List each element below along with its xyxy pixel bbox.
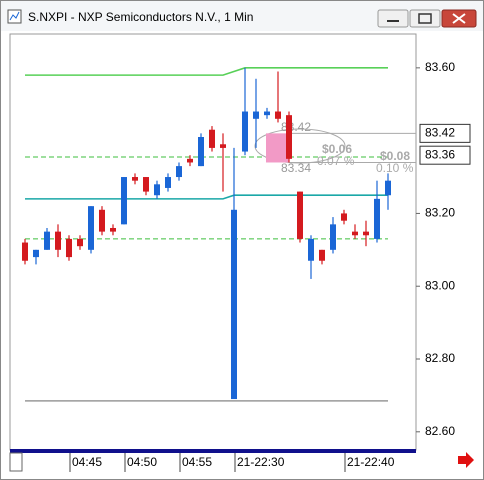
candle-body	[187, 158, 193, 163]
candle-body	[77, 238, 83, 247]
price-marker-label: 83.36	[425, 147, 455, 161]
close-glyph	[452, 13, 466, 24]
measure-label: 0.10 %	[376, 161, 414, 175]
candle-body	[352, 231, 358, 236]
measure-label: 0.07 %	[317, 154, 355, 168]
scroll-right-arrow[interactable]	[458, 452, 474, 468]
candle-body	[198, 136, 204, 167]
window-title: S.NXPI - NXP Semiconductors N.V., 1 Min	[28, 10, 253, 24]
window-icon-glyph	[9, 11, 20, 21]
candle-body	[220, 144, 226, 148]
candle-body	[231, 209, 237, 400]
plot-layer: 82.60 82.80 83.00 83.20 83.60 04:45 04:50 04:55…	[22, 60, 471, 472]
candle-body	[88, 206, 94, 250]
measure-label: $0.06	[322, 142, 352, 156]
candle-body	[99, 209, 105, 232]
candle-body	[341, 213, 347, 221]
candle-body	[209, 129, 215, 148]
candle-body	[275, 111, 281, 119]
x-tick-label: 21-22:40	[347, 455, 395, 469]
price-marker-box	[419, 123, 471, 143]
x-tick-label: 21-22:30	[237, 455, 285, 469]
candle-body	[308, 238, 314, 261]
candle-body	[66, 238, 72, 258]
overlay-line	[25, 67, 388, 76]
candle-body	[253, 111, 259, 119]
candle-body	[297, 191, 303, 239]
candle-body	[143, 177, 149, 192]
y-tick-label: 82.60	[425, 424, 455, 438]
price-marker-box	[419, 145, 471, 165]
y-tick-label: 83.20	[425, 206, 455, 220]
candle-body	[154, 184, 160, 196]
measure-label: $0.08	[380, 149, 410, 163]
x-tick-label: 04:55	[182, 455, 212, 469]
scroll-thumb[interactable]	[9, 452, 23, 472]
measure-outline	[254, 128, 346, 164]
candle-body	[55, 231, 61, 250]
x-tick-label: 04:50	[127, 455, 157, 469]
measure-label: 83.34	[281, 161, 311, 175]
maximize-glyph	[418, 13, 432, 24]
candle-body	[22, 242, 28, 261]
candle-body	[286, 115, 292, 159]
candle-body	[242, 111, 248, 152]
x-tick-label: 04:45	[72, 455, 102, 469]
candle-body	[121, 177, 127, 225]
candle-body	[374, 198, 380, 239]
candle-body	[176, 166, 182, 178]
price-marker-label: 83.42	[425, 126, 455, 140]
scroll-bar[interactable]	[10, 449, 416, 453]
candle-body	[165, 177, 171, 188]
candle-body	[319, 249, 325, 261]
y-tick-label: 83.00	[425, 278, 455, 292]
candle-body	[33, 249, 39, 258]
candle-body	[363, 231, 369, 236]
measure-label: 83.42	[281, 120, 311, 134]
candle-body	[330, 224, 336, 250]
candle-body	[385, 180, 391, 196]
candle-body	[44, 231, 50, 250]
measure-box	[266, 133, 289, 163]
maximize-button[interactable]	[409, 9, 441, 28]
minimize-button[interactable]	[377, 9, 409, 28]
candle-body	[264, 111, 270, 116]
candle-body	[132, 177, 138, 181]
candle-body	[110, 227, 116, 232]
y-tick-label: 83.60	[425, 60, 455, 74]
y-tick-label: 82.80	[425, 351, 455, 365]
